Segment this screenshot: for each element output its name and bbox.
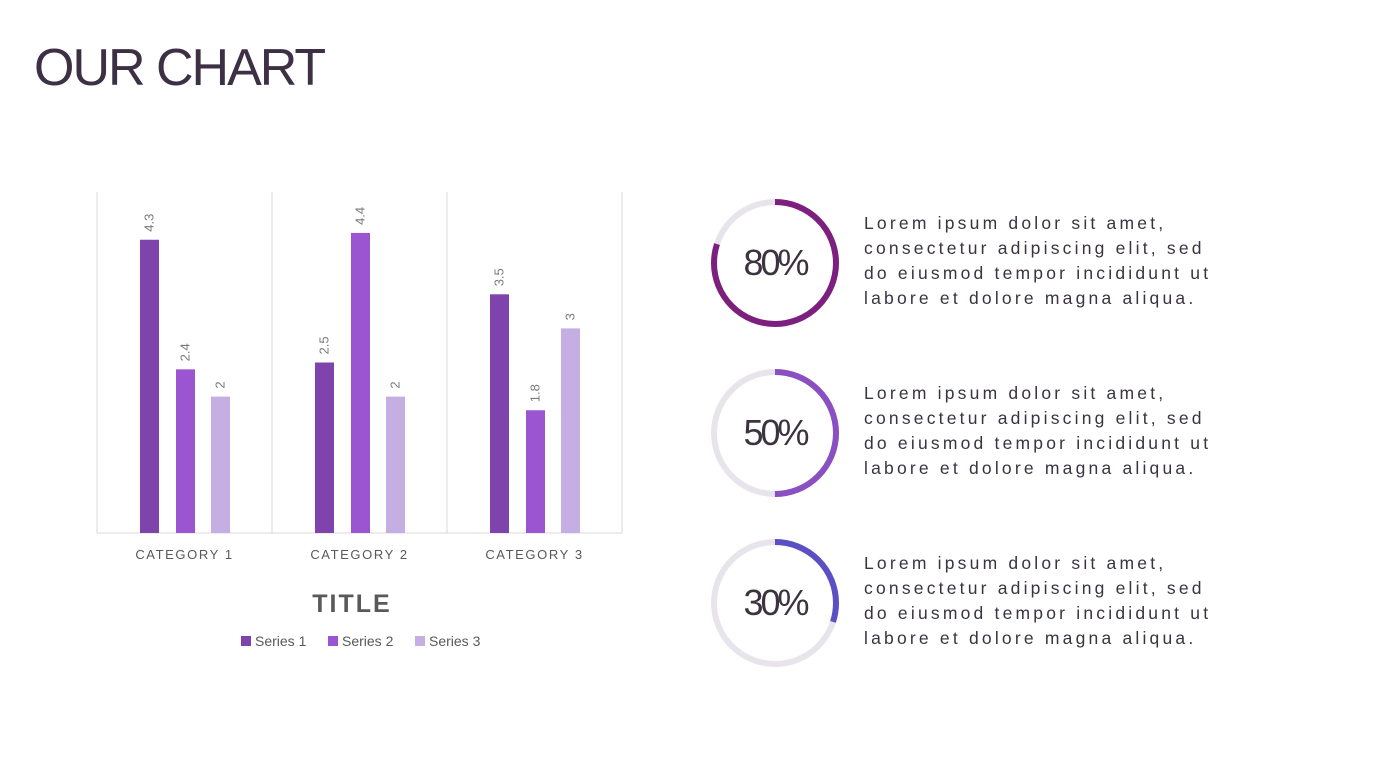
progress-ring: 80% [705, 193, 845, 333]
description-line: labore et dolore magna aliqua. [864, 458, 1197, 478]
bar-chart: 4.3 2.4 2 CATEGORY 1 2.5 4.4 2 CATEGORY 2 3.5 1.8… [96, 192, 623, 649]
percent-label: 80% [743, 242, 809, 283]
percent-label: 50% [743, 412, 809, 453]
description-line: labore et dolore magna aliqua. [864, 288, 1197, 308]
legend-label: Series 2 [342, 633, 394, 649]
stat-description: Lorem ipsum dolor sit amet, consectetur a… [864, 211, 1324, 311]
description-line: do eiusmod tempor incididunt ut [864, 603, 1212, 623]
description-line: do eiusmod tempor incididunt ut [864, 263, 1212, 283]
progress-ring: 50% [705, 363, 845, 503]
legend-label: Series 3 [429, 633, 481, 649]
legend-swatch [241, 636, 251, 646]
description-line: consectetur adipiscing elit, sed [864, 238, 1205, 258]
bar-1-3 [490, 294, 509, 533]
data-label: 1.8 [528, 384, 543, 402]
description-line: labore et dolore magna aliqua. [864, 628, 1197, 648]
data-label: 2.4 [178, 343, 193, 361]
progress-ring: 30% [705, 533, 845, 673]
description-line: Lorem ipsum dolor sit amet, [864, 383, 1167, 403]
description-line: Lorem ipsum dolor sit amet, [864, 553, 1167, 573]
ring-svg [711, 199, 839, 327]
x-tick-label: CATEGORY 2 [310, 547, 408, 562]
ring-svg [711, 539, 839, 667]
bar-3-1 [211, 396, 230, 533]
data-label: 4.4 [353, 207, 368, 225]
data-label: 3.5 [492, 268, 507, 286]
page-title: OUR CHART [34, 39, 326, 97]
description-line: consectetur adipiscing elit, sed [864, 578, 1205, 598]
ring-svg [711, 369, 839, 497]
bar-2-2 [351, 232, 370, 534]
legend-label: Series 1 [255, 633, 307, 649]
description-line: Lorem ipsum dolor sit amet, [864, 213, 1167, 233]
bar-1-2 [315, 362, 334, 533]
stat-description: Lorem ipsum dolor sit amet, consectetur a… [864, 381, 1324, 481]
percent-label: 30% [743, 582, 809, 623]
bar-3-2 [386, 396, 405, 533]
ring-progress [711, 539, 839, 667]
data-label: 2 [388, 381, 403, 388]
description-line: consectetur adipiscing elit, sed [864, 408, 1205, 428]
chart-title: TITLE [312, 590, 391, 618]
bar-3-3 [561, 328, 580, 533]
ring-progress [711, 369, 839, 497]
description-line: do eiusmod tempor incididunt ut [864, 433, 1212, 453]
data-label: 3 [563, 313, 578, 320]
bar-2-3 [526, 410, 545, 533]
bar-1-1 [140, 239, 159, 534]
data-label: 2.5 [317, 336, 332, 354]
x-tick-label: CATEGORY 1 [135, 547, 233, 562]
data-label: 2 [213, 381, 228, 388]
bar-2-1 [176, 369, 195, 533]
data-label: 4.3 [142, 214, 157, 232]
x-tick-label: CATEGORY 3 [485, 547, 583, 562]
legend-swatch [415, 636, 425, 646]
ring-progress [711, 199, 839, 327]
stat-description: Lorem ipsum dolor sit amet, consectetur a… [864, 551, 1324, 651]
legend-swatch [328, 636, 338, 646]
